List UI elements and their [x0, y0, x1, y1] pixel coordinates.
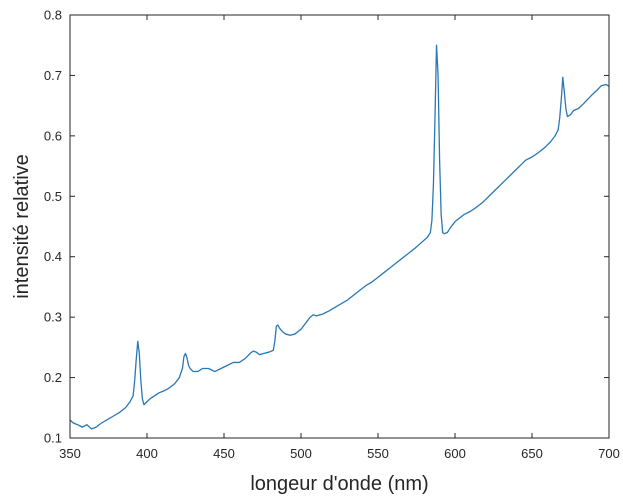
y-tick-label: 0.8 [44, 8, 62, 23]
x-tick-label: 700 [598, 446, 620, 461]
plot-area-frame [69, 14, 610, 439]
x-tick-label: 450 [213, 446, 235, 461]
x-tick-label: 650 [521, 446, 543, 461]
y-tick-label: 0.3 [44, 310, 62, 325]
y-tick-label: 0.4 [44, 249, 62, 264]
y-tick-label: 0.7 [44, 68, 62, 83]
x-axis-label: longeur d'onde (nm) [250, 473, 428, 495]
y-tick-label: 0.2 [44, 370, 62, 385]
y-axis-label: intensité relative [11, 154, 33, 299]
x-tick-label: 550 [367, 446, 389, 461]
x-tick-label: 350 [59, 446, 81, 461]
x-tick-label: 500 [290, 446, 312, 461]
x-tick-label: 600 [444, 446, 466, 461]
y-tick-label: 0.1 [44, 431, 62, 446]
y-tick-label: 0.6 [44, 128, 62, 143]
spectrum-line-0 [69, 44, 610, 430]
y-tick-label: 0.5 [44, 189, 62, 204]
x-tick-label: 400 [136, 446, 158, 461]
